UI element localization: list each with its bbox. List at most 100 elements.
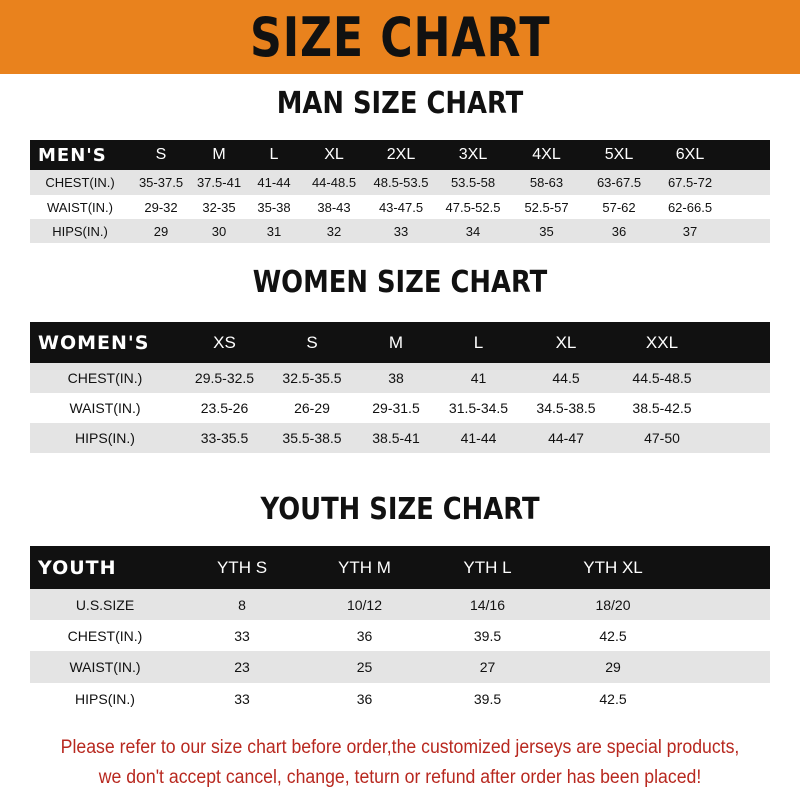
order-notice-line-2: we don't accept cancel, change, teturn o… <box>98 767 702 788</box>
table-header-label: MEN'S <box>38 144 107 166</box>
row-label: CHEST(IN.) <box>45 175 115 190</box>
size-header-cell: M <box>212 146 226 163</box>
measurement-cell: 14/16 <box>469 596 506 613</box>
measurement-cell: 41-44 <box>460 430 497 446</box>
measurement-cell: 34 <box>465 223 481 239</box>
size-header-cell: YTH S <box>216 557 268 577</box>
measurement-cell: 67.5-72 <box>667 175 713 190</box>
table-row: WAIST(IN.) 29-32 32-35 35-38 38-43 43-47.5 47.… <box>30 195 770 219</box>
order-notice-line-1: Please refer to our size chart before or… <box>60 737 740 758</box>
table-header-row: WOMEN'S XS S M L XL XXL <box>30 322 770 363</box>
measurement-cell: 32-35 <box>202 199 236 215</box>
measurement-cell: 30 <box>211 223 227 239</box>
measurement-cell: 36 <box>611 223 627 239</box>
size-header-cell: YTH M <box>338 557 391 577</box>
measurement-cell: 41 <box>470 370 487 386</box>
row-label: CHEST(IN.) <box>67 370 143 386</box>
measurement-cell: 23.5-26 <box>200 400 249 416</box>
measurement-cell: 58-63 <box>529 175 564 190</box>
row-label: WAIST(IN.) <box>69 659 141 675</box>
men-section-title: MAN SIZE CHART <box>276 86 524 121</box>
row-label: WAIST(IN.) <box>69 400 141 416</box>
size-header-cell: XL <box>324 146 344 163</box>
size-header-cell: XXL <box>645 332 679 352</box>
size-header-cell: S <box>155 146 167 163</box>
measurement-cell: 33-35.5 <box>200 430 249 446</box>
table-header-row: MEN'S S M L XL 2XL 3XL 4XL 5XL 6XL <box>30 140 770 170</box>
size-header-cell: 5XL <box>604 146 634 163</box>
measurement-cell: 10/12 <box>346 596 383 613</box>
measurement-cell: 36 <box>356 691 373 707</box>
table-row: HIPS(IN.) 33 36 39.5 42.5 <box>30 683 770 715</box>
row-label: HIPS(IN.) <box>52 223 108 239</box>
table-row: CHEST(IN.) 29.5-32.5 32.5-35.5 38 41 44.5 44.5… <box>30 363 770 393</box>
table-header-row: YOUTH YTH S YTH M YTH L YTH XL <box>30 546 770 589</box>
measurement-cell: 32.5-35.5 <box>282 370 342 386</box>
measurement-cell: 41-44 <box>257 175 291 190</box>
order-notice: Please refer to our size chart before or… <box>28 733 772 793</box>
table-header-label: WOMEN'S <box>38 331 150 354</box>
measurement-cell: 29 <box>605 659 621 675</box>
measurement-cell: 23 <box>234 659 250 675</box>
table-row: U.S.SIZE 8 10/12 14/16 18/20 <box>30 589 770 620</box>
measurement-cell: 44-48.5 <box>311 175 357 190</box>
measurement-cell: 39.5 <box>473 627 502 644</box>
measurement-cell: 52.5-57 <box>524 199 569 215</box>
measurement-cell: 42.5 <box>599 627 627 644</box>
row-label: U.S.SIZE <box>75 596 135 613</box>
table-row: WAIST(IN.) 23.5-26 26-29 29-31.5 31.5-34.5 34… <box>30 393 770 423</box>
size-header-cell: L <box>269 146 279 163</box>
measurement-cell: 44-47 <box>548 430 584 446</box>
row-label: CHEST(IN.) <box>67 627 143 644</box>
measurement-cell: 47-50 <box>644 430 680 446</box>
measurement-cell: 35.5-38.5 <box>282 430 342 446</box>
measurement-cell: 33 <box>393 223 409 239</box>
measurement-cell: 42.5 <box>599 691 627 707</box>
size-header-cell: YTH L <box>463 557 512 577</box>
measurement-cell: 25 <box>356 659 373 675</box>
women-section-title: WOMEN SIZE CHART <box>252 265 548 300</box>
measurement-cell: 31.5-34.5 <box>448 400 509 416</box>
page-title: SIZE CHART <box>249 5 551 69</box>
measurement-cell: 44.5 <box>552 370 580 386</box>
measurement-cell: 29-31.5 <box>372 400 420 416</box>
size-header-cell: XS <box>213 332 236 352</box>
measurement-cell: 38 <box>388 370 404 386</box>
measurement-cell: 44.5-48.5 <box>632 370 692 386</box>
measurement-cell: 36 <box>356 627 373 644</box>
size-header-cell: XL <box>555 332 577 352</box>
measurement-cell: 34.5-38.5 <box>536 400 596 416</box>
measurement-cell: 39.5 <box>473 691 502 707</box>
size-header-cell: S <box>306 332 318 352</box>
size-header-cell: M <box>388 332 404 352</box>
title-banner: SIZE CHART <box>0 0 800 74</box>
measurement-cell: 32 <box>326 223 342 239</box>
size-header-cell: L <box>473 332 484 352</box>
table-row: WAIST(IN.) 23 25 27 29 <box>30 651 770 683</box>
table-row: HIPS(IN.) 33-35.5 35.5-38.5 38.5-41 41-44 44-… <box>30 423 770 453</box>
size-header-cell: 3XL <box>458 146 488 163</box>
measurement-cell: 35 <box>539 223 554 239</box>
measurement-cell: 18/20 <box>595 596 631 613</box>
measurement-cell: 29 <box>153 223 169 239</box>
measurement-cell: 63-67.5 <box>596 175 642 190</box>
measurement-cell: 37.5-41 <box>196 175 242 190</box>
measurement-cell: 26-29 <box>294 400 330 416</box>
row-label: HIPS(IN.) <box>75 430 135 446</box>
measurement-cell: 38.5-42.5 <box>632 400 692 416</box>
measurement-cell: 53.5-58 <box>450 175 496 190</box>
measurement-cell: 33 <box>234 627 250 644</box>
table-row: CHEST(IN.) 35-37.5 37.5-41 41-44 44-48.5 48.5… <box>30 170 770 195</box>
measurement-cell: 48.5-53.5 <box>373 175 429 190</box>
table-row: CHEST(IN.) 33 36 39.5 42.5 <box>30 620 770 651</box>
men-size-table: MEN'S S M L XL 2XL 3XL 4XL 5XL 6XL CHEST(IN.) 35-37… <box>30 140 770 243</box>
measurement-cell: 38-43 <box>317 199 351 215</box>
row-label: HIPS(IN.) <box>75 691 135 707</box>
row-label: WAIST(IN.) <box>47 199 113 215</box>
measurement-cell: 57-62 <box>602 199 636 215</box>
women-size-table: WOMEN'S XS S M L XL XXL CHEST(IN.) 29.5-32.5 32.5… <box>30 322 770 453</box>
size-header-cell: 6XL <box>675 146 705 163</box>
measurement-cell: 37 <box>682 223 698 239</box>
youth-size-table: YOUTH YTH S YTH M YTH L YTH XL U.S.SIZE 8 10/12… <box>30 546 770 715</box>
measurement-cell: 47.5-52.5 <box>445 199 501 215</box>
